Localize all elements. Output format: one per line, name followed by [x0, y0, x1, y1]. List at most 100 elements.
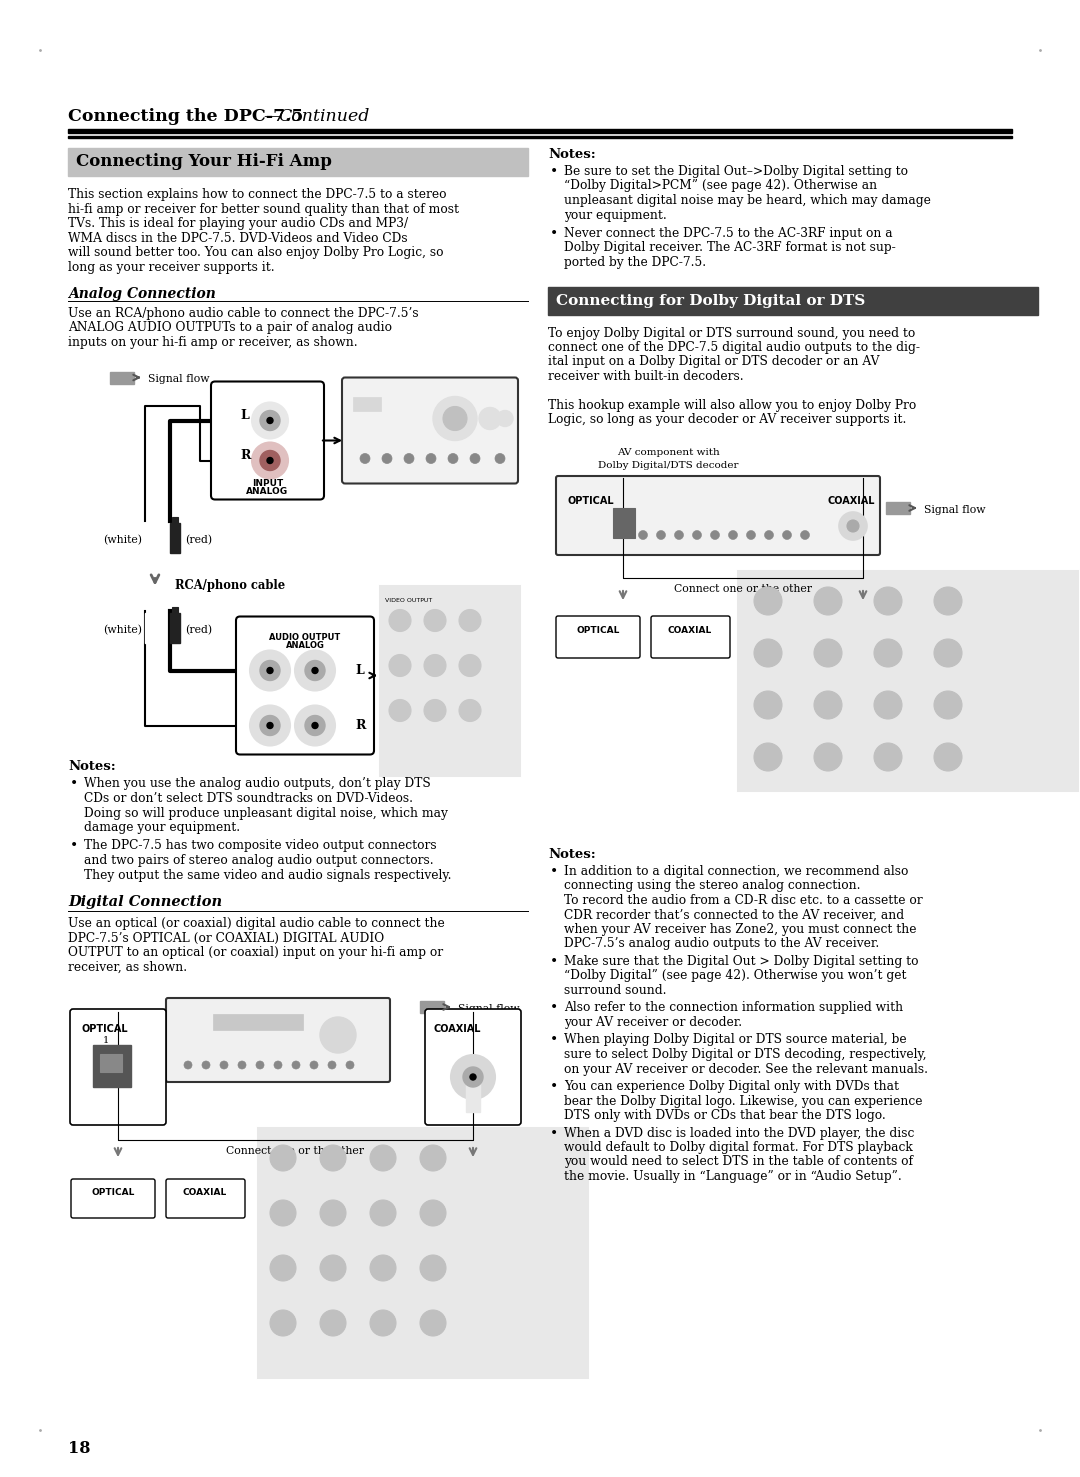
Bar — [172, 607, 178, 625]
Text: OPTICAL: OPTICAL — [81, 1024, 127, 1034]
Circle shape — [260, 660, 280, 681]
Text: When you use the analog audio outputs, don’t play DTS: When you use the analog audio outputs, d… — [84, 777, 431, 790]
Circle shape — [274, 1060, 282, 1069]
Text: (white): (white) — [103, 535, 141, 545]
FancyBboxPatch shape — [166, 998, 390, 1083]
Text: 18: 18 — [68, 1440, 91, 1456]
Bar — [353, 396, 381, 411]
Circle shape — [320, 1255, 346, 1281]
Circle shape — [470, 453, 480, 464]
Text: •: • — [550, 1080, 558, 1094]
Text: R: R — [240, 449, 251, 462]
Text: •: • — [70, 839, 78, 854]
Text: •: • — [70, 777, 78, 792]
Circle shape — [874, 640, 902, 668]
Bar — [613, 508, 635, 538]
Text: Signal flow: Signal flow — [458, 1004, 519, 1015]
Circle shape — [267, 668, 273, 674]
Circle shape — [238, 1060, 246, 1069]
Text: receiver, as shown.: receiver, as shown. — [68, 960, 187, 973]
Text: Analog Connection: Analog Connection — [68, 287, 216, 301]
Circle shape — [270, 1199, 296, 1226]
Text: When a DVD disc is loaded into the DVD player, the disc: When a DVD disc is loaded into the DVD p… — [564, 1127, 915, 1139]
Circle shape — [370, 1145, 396, 1171]
Text: You can experience Dolby Digital only with DVDs that: You can experience Dolby Digital only wi… — [564, 1080, 899, 1093]
Text: L: L — [240, 409, 248, 422]
Circle shape — [320, 1310, 346, 1337]
Text: R: R — [355, 719, 365, 733]
Circle shape — [765, 530, 773, 539]
Circle shape — [184, 1060, 192, 1069]
Circle shape — [202, 1060, 210, 1069]
Text: DPC-7.5’s OPTICAL (or COAXIAL) DIGITAL AUDIO: DPC-7.5’s OPTICAL (or COAXIAL) DIGITAL A… — [68, 932, 384, 944]
Circle shape — [459, 654, 481, 676]
FancyBboxPatch shape — [556, 476, 880, 555]
Text: Make sure that the Digital Out > Dolby Digital setting to: Make sure that the Digital Out > Dolby D… — [564, 956, 918, 967]
Text: •: • — [550, 1127, 558, 1140]
FancyBboxPatch shape — [342, 378, 518, 483]
Text: when your AV receiver has Zone2, you must connect the: when your AV receiver has Zone2, you mus… — [564, 923, 917, 936]
Text: DTS only with DVDs or CDs that bear the DTS logo.: DTS only with DVDs or CDs that bear the … — [564, 1109, 886, 1123]
Text: “Dolby Digital” (see page 42). Otherwise you won’t get: “Dolby Digital” (see page 42). Otherwise… — [564, 969, 906, 982]
Bar — [147, 607, 153, 625]
Circle shape — [497, 411, 513, 427]
Circle shape — [320, 1199, 346, 1226]
Text: Never connect the DPC-7.5 to the AC-3RF input on a: Never connect the DPC-7.5 to the AC-3RF … — [564, 227, 893, 239]
Text: This hookup example will also allow you to enjoy Dolby Pro: This hookup example will also allow you … — [548, 399, 916, 412]
Text: L: L — [355, 665, 364, 676]
Circle shape — [874, 586, 902, 614]
Bar — [380, 585, 519, 775]
Circle shape — [420, 1255, 446, 1281]
Circle shape — [389, 654, 411, 676]
Text: 1: 1 — [103, 1035, 109, 1046]
Circle shape — [443, 406, 467, 430]
Circle shape — [260, 450, 280, 471]
Text: Signal flow: Signal flow — [924, 505, 986, 515]
Text: OPTICAL: OPTICAL — [92, 1188, 135, 1196]
Text: VIDEO OUTPUT: VIDEO OUTPUT — [384, 598, 432, 603]
Circle shape — [270, 1310, 296, 1337]
Circle shape — [305, 660, 325, 681]
Text: ported by the DPC-7.5.: ported by the DPC-7.5. — [564, 256, 706, 269]
Text: the movie. Usually in “Language” or in “Audio Setup”.: the movie. Usually in “Language” or in “… — [564, 1170, 902, 1183]
Circle shape — [448, 453, 458, 464]
Bar — [145, 523, 156, 552]
Text: AUDIO OUTPUT: AUDIO OUTPUT — [269, 632, 340, 641]
Bar — [213, 1015, 303, 1029]
Text: inputs on your hi-fi amp or receiver, as shown.: inputs on your hi-fi amp or receiver, as… — [68, 335, 357, 349]
Text: AV component with: AV component with — [617, 448, 719, 456]
Circle shape — [711, 530, 719, 539]
Text: your equipment.: your equipment. — [564, 208, 666, 222]
Bar — [110, 372, 134, 384]
Circle shape — [463, 1066, 483, 1087]
Circle shape — [249, 706, 291, 746]
Text: Connect one or the other: Connect one or the other — [674, 583, 812, 594]
Circle shape — [424, 700, 446, 721]
Circle shape — [470, 1074, 476, 1080]
FancyBboxPatch shape — [211, 381, 324, 499]
Text: (red): (red) — [185, 625, 212, 635]
Text: The DPC-7.5 has two composite video output connectors: The DPC-7.5 has two composite video outp… — [84, 839, 436, 852]
Circle shape — [675, 530, 684, 539]
Circle shape — [404, 453, 414, 464]
Text: In addition to a digital connection, we recommend also: In addition to a digital connection, we … — [564, 866, 908, 877]
Text: OPTICAL: OPTICAL — [568, 496, 615, 507]
Text: bear the Dolby Digital logo. Likewise, you can experience: bear the Dolby Digital logo. Likewise, y… — [564, 1094, 922, 1108]
Text: Logic, so long as your decoder or AV receiver supports it.: Logic, so long as your decoder or AV rec… — [548, 414, 906, 427]
Circle shape — [370, 1310, 396, 1337]
Text: ital input on a Dolby Digital or DTS decoder or an AV: ital input on a Dolby Digital or DTS dec… — [548, 356, 879, 368]
Text: Connecting for Dolby Digital or DTS: Connecting for Dolby Digital or DTS — [556, 294, 865, 307]
Circle shape — [312, 722, 318, 728]
Bar — [145, 613, 156, 642]
Text: Continued: Continued — [278, 108, 369, 126]
Circle shape — [249, 650, 291, 691]
FancyBboxPatch shape — [237, 616, 374, 755]
Text: Connect one or the other: Connect one or the other — [227, 1146, 365, 1156]
Circle shape — [420, 1310, 446, 1337]
Text: long as your receiver supports it.: long as your receiver supports it. — [68, 260, 274, 273]
Circle shape — [270, 1255, 296, 1281]
Text: CDR recorder that’s connected to the AV receiver, and: CDR recorder that’s connected to the AV … — [564, 908, 904, 922]
Circle shape — [252, 403, 288, 439]
Text: (red): (red) — [185, 535, 212, 545]
Text: Notes:: Notes: — [68, 761, 116, 774]
